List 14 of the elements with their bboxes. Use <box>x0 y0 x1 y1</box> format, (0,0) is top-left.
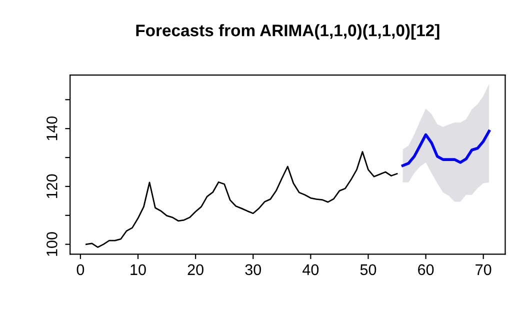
chart-title: Forecasts from ARIMA(1,1,0)(1,1,0)[12] <box>136 24 440 40</box>
y-tick-label: 100 <box>46 232 58 256</box>
x-tick-label: 50 <box>360 264 376 276</box>
x-tick-label: 0 <box>76 264 84 276</box>
x-tick-label: 10 <box>130 264 146 276</box>
x-tick-label: 30 <box>245 264 262 276</box>
line-series <box>401 130 490 168</box>
y-tick-label: 120 <box>46 174 58 198</box>
x-tick-label: 60 <box>418 264 434 276</box>
x-tick-label: 20 <box>188 264 204 276</box>
line-series <box>86 151 398 248</box>
x-tick-label: 40 <box>302 264 319 276</box>
x-tick-label: 70 <box>476 264 492 276</box>
y-tick-label: 140 <box>46 116 58 140</box>
